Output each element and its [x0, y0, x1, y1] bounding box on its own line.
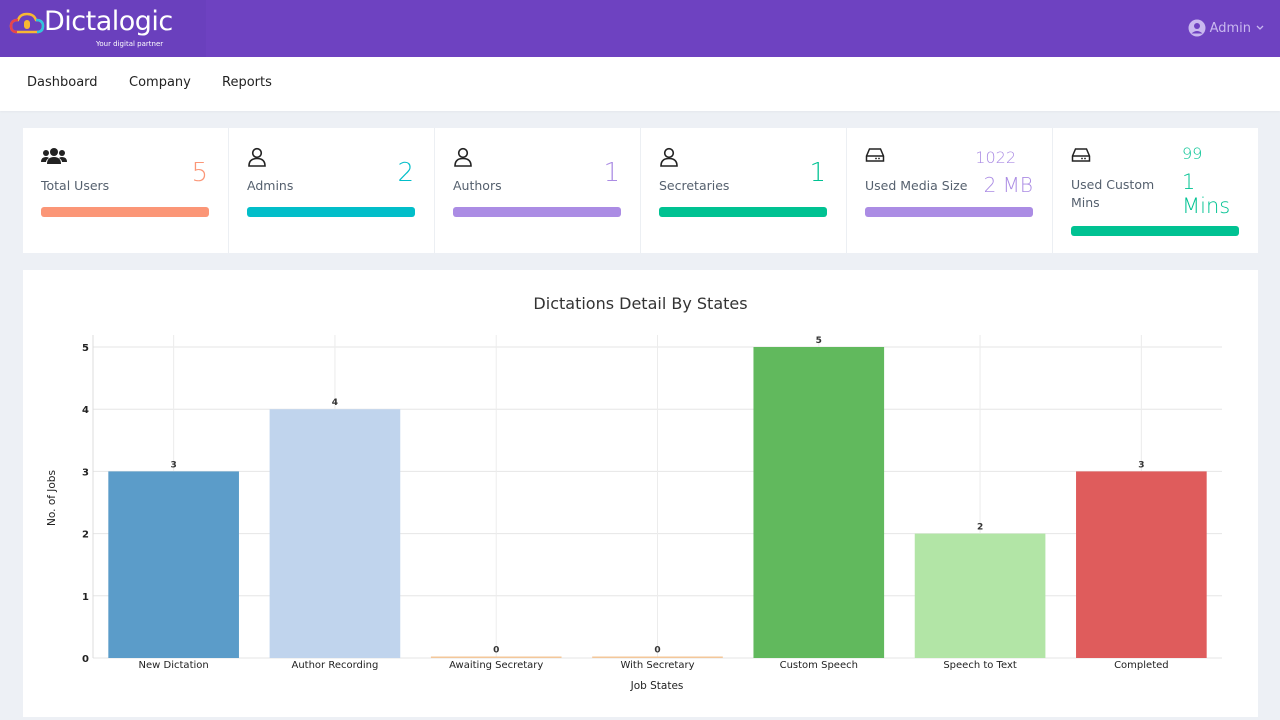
stat-authors: Authors 1 — [435, 128, 641, 253]
dictations-chart-card: Dictations Detail By States 0 1 2 3 4 5 3 New D… — [23, 270, 1258, 717]
bar-value-label: 0 — [493, 646, 499, 656]
stat-value: 5 — [191, 158, 208, 188]
stat-value-unit: Mins — [1182, 194, 1231, 218]
user-icon — [454, 147, 472, 167]
nav-dashboard[interactable]: Dashboard — [27, 75, 98, 90]
y-axis-label: No. of Jobs — [46, 470, 58, 526]
stat-label: Secretaries — [659, 178, 730, 193]
stat-admins: Admins 2 — [229, 128, 435, 253]
x-tick-label: Awaiting Secretary — [449, 660, 543, 671]
progress-bar — [865, 207, 1033, 217]
user-menu-label: Admin — [1209, 20, 1251, 36]
stat-value: 2 MB — [983, 173, 1033, 197]
stat-value-top: 1022 — [975, 148, 1016, 167]
chart-bar[interactable] — [753, 347, 885, 658]
users-icon — [41, 148, 67, 164]
stat-secretaries: Secretaries 1 — [641, 128, 847, 253]
stat-used-custom-mins: Used Custom Mins 99 1 Mins — [1053, 128, 1258, 253]
chart-bar[interactable] — [914, 533, 1046, 658]
stat-value: 1 — [809, 158, 826, 188]
progress-bar — [453, 207, 621, 217]
x-tick-label: Completed — [1114, 660, 1169, 671]
stat-value: 1 — [603, 158, 620, 188]
stat-used-media-size: Used Media Size 1022 2 MB — [847, 128, 1053, 253]
y-tick-label: 2 — [82, 530, 89, 541]
progress-bar — [41, 207, 209, 217]
progress-bar — [1071, 226, 1239, 236]
y-tick-label: 1 — [82, 592, 89, 603]
y-tick-label: 0 — [82, 654, 89, 665]
bar-value-label: 2 — [977, 523, 983, 533]
user-menu[interactable]: Admin — [1188, 19, 1268, 37]
bar-value-label: 0 — [654, 646, 660, 656]
chart-bar[interactable] — [108, 471, 239, 658]
y-tick-label: 5 — [82, 343, 89, 354]
logo[interactable]: Dictalogic Your digital partner — [0, 0, 206, 57]
stat-value: 1 — [1182, 170, 1196, 194]
x-tick-label: Custom Speech — [780, 660, 858, 671]
chart-bar[interactable] — [269, 409, 401, 658]
bar-value-label: 4 — [332, 398, 338, 408]
app-tagline: Your digital partner — [96, 40, 164, 48]
hard-drive-icon — [1071, 148, 1091, 162]
stat-total-users: Total Users 5 — [23, 128, 229, 253]
dictations-bar-chart: 0 1 2 3 4 5 3 New Dictation 4 Author Recording 0 Aw… — [46, 335, 1222, 692]
stat-label: Admins — [247, 178, 294, 193]
x-tick-label: New Dictation — [139, 660, 209, 671]
nav-company[interactable]: Company — [129, 75, 191, 90]
bar-value-label: 5 — [816, 336, 822, 346]
progress-bar — [659, 207, 827, 217]
stat-label: Used Media Size — [865, 178, 968, 193]
progress-bar — [247, 207, 415, 217]
user-icon — [248, 147, 266, 167]
x-tick-label: Speech to Text — [943, 660, 1017, 671]
stat-label: Total Users — [41, 178, 110, 193]
hard-drive-icon — [865, 148, 885, 162]
stat-label-line2: Mins — [1071, 195, 1100, 210]
stat-label: Used Custom — [1071, 177, 1155, 192]
chart-title: Dictations Detail By States — [533, 294, 748, 313]
stat-label: Authors — [453, 178, 502, 193]
y-tick-label: 4 — [82, 405, 89, 416]
x-tick-label: With Secretary — [620, 660, 694, 671]
logo-cloud-icon — [9, 12, 45, 34]
stat-value: 2 — [397, 158, 414, 188]
stat-value-top: 99 — [1182, 144, 1203, 163]
stats-row: Total Users 5 Admins 2 Authors 1 Secreta… — [23, 128, 1258, 253]
main-nav: Dashboard Company Reports — [0, 57, 1280, 111]
chart-bar[interactable] — [1076, 471, 1207, 658]
y-tick-label: 3 — [82, 467, 89, 478]
user-icon — [660, 147, 678, 167]
chevron-down-icon — [1256, 25, 1264, 30]
nav-reports[interactable]: Reports — [222, 75, 272, 90]
user-circle-icon — [1188, 19, 1206, 37]
x-tick-label: Author Recording — [291, 660, 378, 671]
chart-bar[interactable] — [592, 656, 723, 659]
top-bar: Dictalogic Your digital partner Admin — [0, 0, 1280, 57]
chart-bar[interactable] — [430, 656, 562, 659]
app-name: Dictalogic — [44, 6, 173, 37]
bar-value-label: 3 — [171, 460, 177, 470]
bar-value-label: 3 — [1138, 460, 1144, 470]
x-axis-label: Job States — [630, 680, 684, 692]
